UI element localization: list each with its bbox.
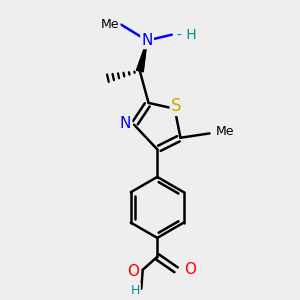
Text: O: O <box>127 264 139 279</box>
Text: O: O <box>184 262 196 277</box>
Text: - H: - H <box>177 28 197 42</box>
Text: Me: Me <box>216 125 234 138</box>
Polygon shape <box>136 40 147 72</box>
Text: N: N <box>120 116 131 131</box>
Text: N: N <box>141 33 153 48</box>
Text: H: H <box>130 284 140 297</box>
Text: Me: Me <box>101 18 119 31</box>
Text: S: S <box>171 97 181 115</box>
